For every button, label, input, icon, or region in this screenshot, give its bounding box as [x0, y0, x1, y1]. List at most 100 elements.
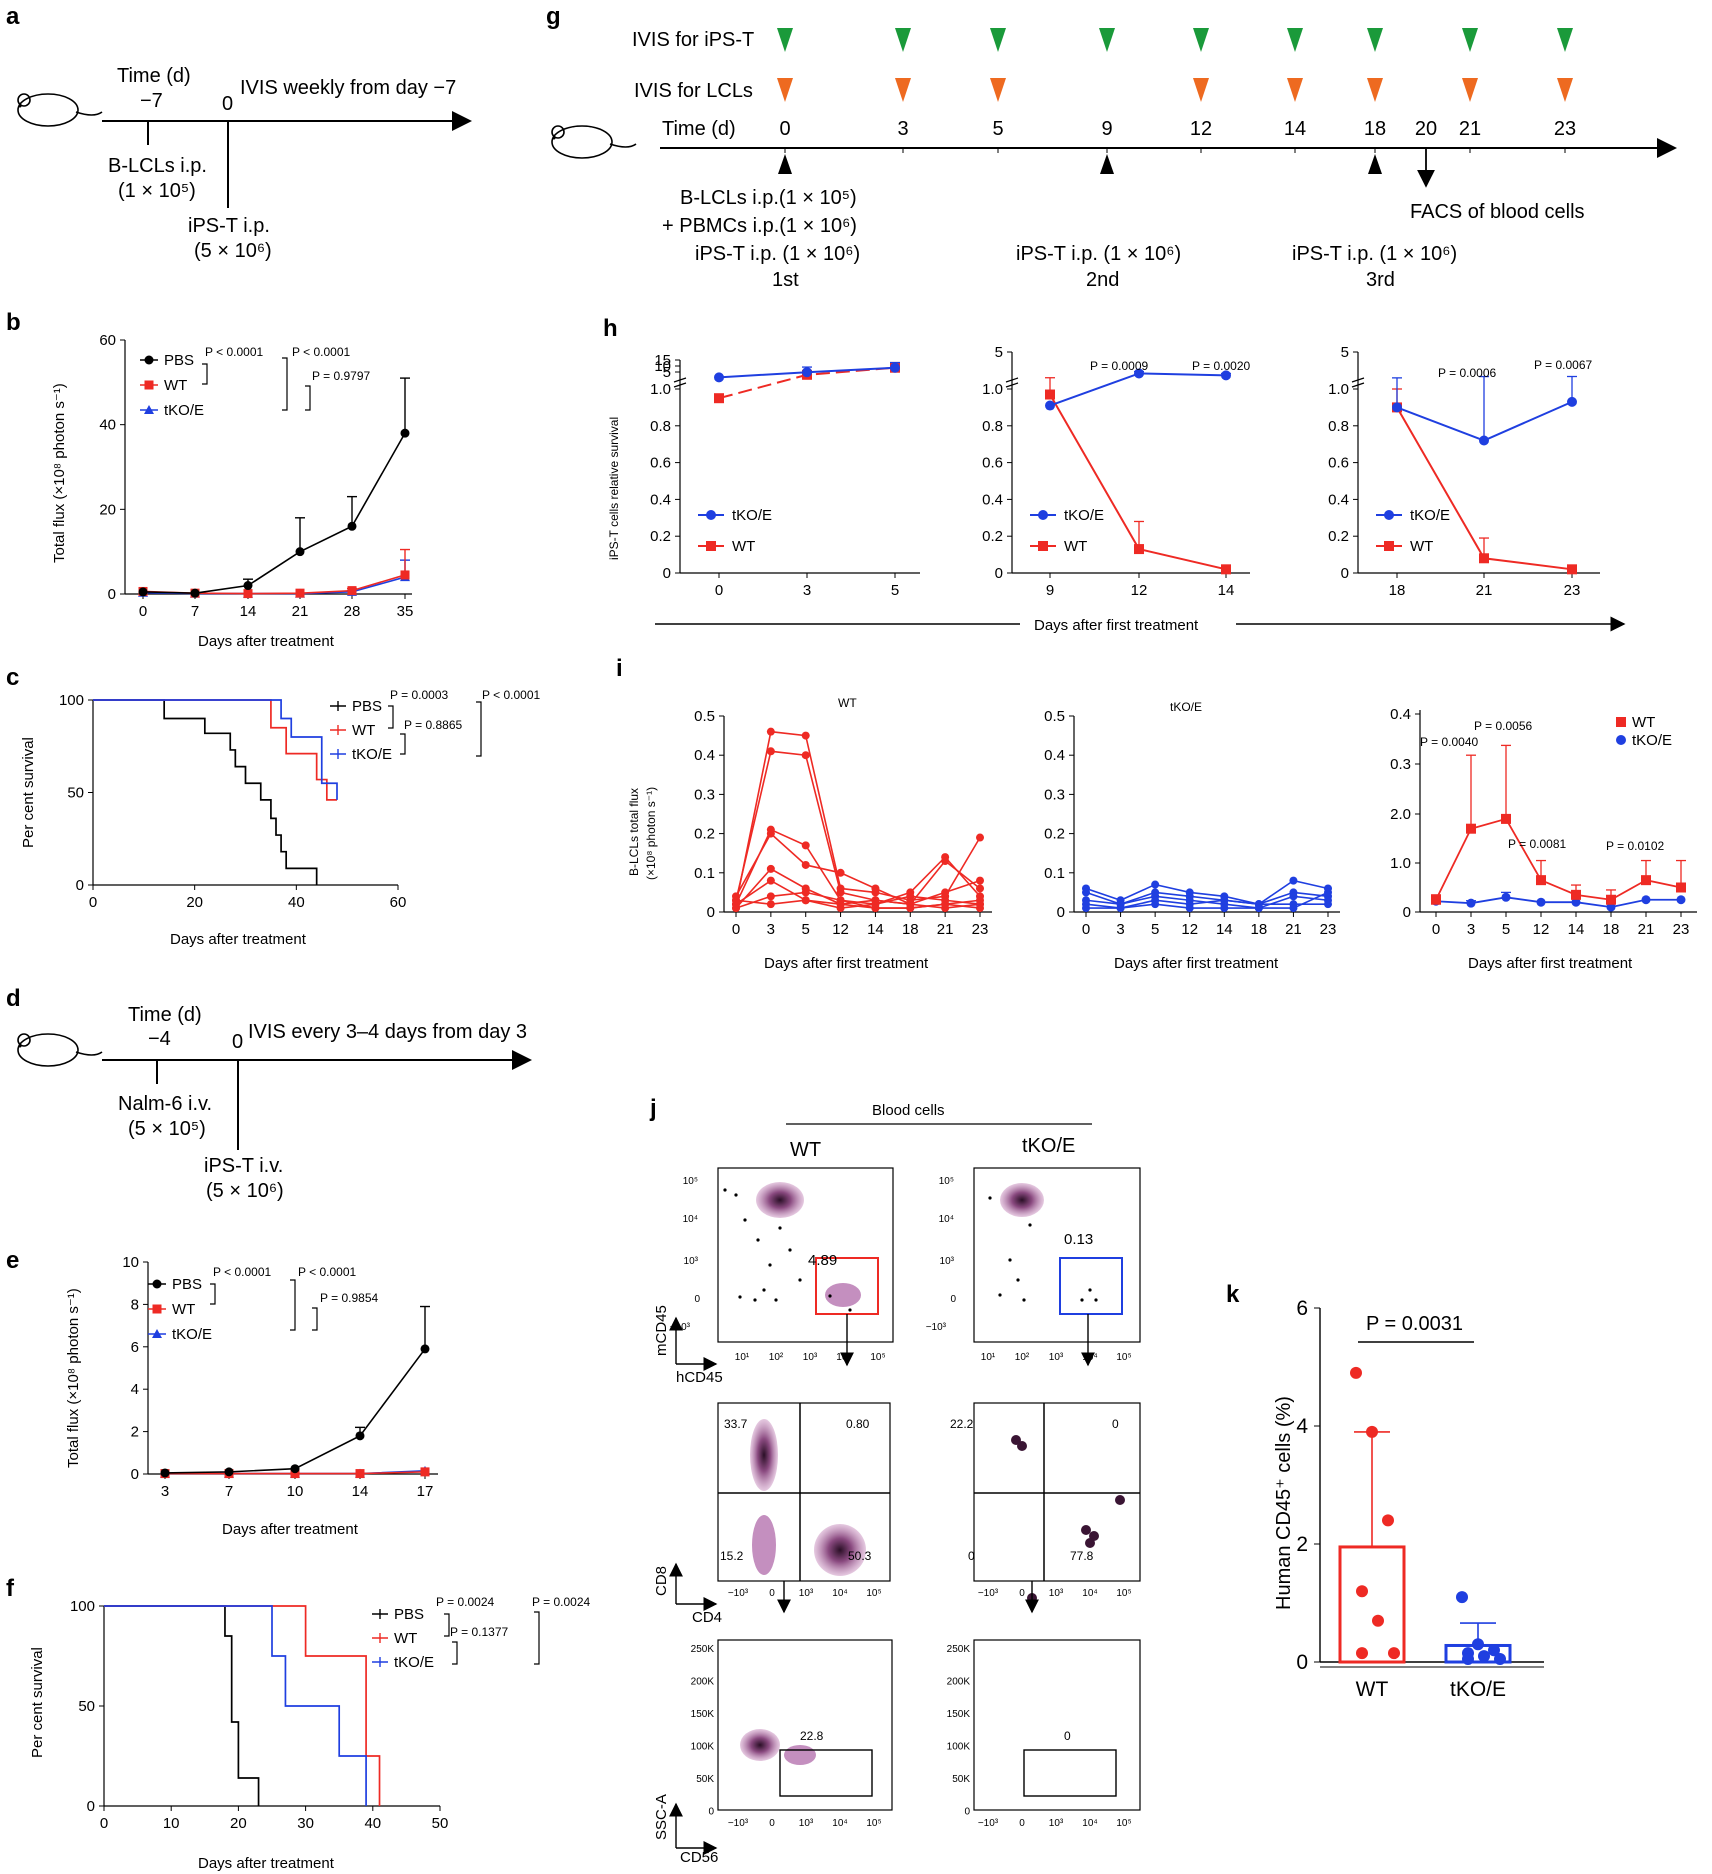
- b-xtick-label: 0: [139, 603, 147, 620]
- flow-ytick: 0: [964, 1807, 970, 1818]
- i3-marker: [1641, 875, 1651, 886]
- flow-event: [774, 1298, 778, 1302]
- i3-marker: [1676, 895, 1686, 905]
- chart-f: 0 10 20 30 40 50 0 50 100 PBS WT tKO/E: [70, 1598, 448, 1832]
- b-marker: [190, 588, 200, 598]
- b-xtick-label: 21: [292, 603, 309, 620]
- f-ytick-label: 100: [70, 1598, 95, 1615]
- e-legend-label: PBS: [172, 1276, 202, 1293]
- flow-ytick: −10³: [926, 1322, 947, 1333]
- flow-xtick: 0: [1019, 1588, 1025, 1599]
- k-bar: [1338, 1545, 1406, 1664]
- f-xlabel: Days after treatment: [198, 1855, 335, 1872]
- flow-wt-cd4cd8: [717, 1402, 891, 1582]
- ips-t-ivis-marker: [990, 28, 1006, 52]
- i2-ytick-label: 0.5: [1044, 708, 1065, 725]
- b-ytick-label: 60: [99, 332, 116, 349]
- i-ylabel-1: B-LCLs total flux: [627, 788, 641, 876]
- i1-xtick-label: 14: [867, 921, 884, 938]
- h-pval-2: P = 0.0020: [1192, 359, 1250, 373]
- flow-xtick: 10⁵: [866, 1818, 881, 1829]
- i2-point: [1289, 876, 1298, 885]
- i2-point: [1151, 880, 1160, 889]
- b-marker: [347, 521, 357, 531]
- b-legend-label: PBS: [164, 352, 194, 369]
- i1-point: [801, 841, 810, 850]
- panel-letter-a: a: [6, 3, 20, 30]
- k-point: [1382, 1514, 1394, 1527]
- f-survival-line: [104, 1605, 367, 1806]
- g-second-2: 2nd: [1086, 269, 1119, 291]
- i1-mouse-line: [735, 750, 981, 906]
- flow-event: [1028, 1223, 1032, 1227]
- k-point: [1350, 1366, 1362, 1379]
- panel-letter-k: k: [1226, 1281, 1240, 1308]
- c-legend-marker: [330, 725, 346, 735]
- h1-marker: [802, 367, 812, 378]
- f-ylabel: Per cent survival: [29, 1647, 46, 1758]
- h1-xtick-label: 5: [891, 582, 899, 599]
- d-nalm-2: (5 × 10⁵): [128, 1118, 206, 1140]
- h2-legend-label: WT: [1064, 538, 1087, 555]
- flow-event: [756, 1238, 760, 1242]
- i1-point: [766, 900, 775, 909]
- i2-point: [1082, 888, 1090, 897]
- i3-xtick-label: 3: [1467, 921, 1475, 938]
- e-pval-3: P = 0.9854: [320, 1291, 378, 1305]
- b-ytick-label: 20: [99, 501, 116, 518]
- flow-xtick: 10³: [799, 1588, 814, 1599]
- i1-mouse-line: [735, 899, 981, 909]
- i1-point: [871, 896, 880, 905]
- flow-event: [1085, 1538, 1095, 1548]
- i2-ytick-label: 0: [1057, 904, 1065, 921]
- i1-ytick-label: 0.3: [694, 786, 715, 803]
- flow-ytick: 10³: [684, 1256, 699, 1267]
- h2-ytick-label: 5: [995, 344, 1003, 361]
- b-pval-2: P < 0.0001: [292, 345, 350, 359]
- ips-t-ivis-marker: [895, 28, 911, 52]
- flow-event: [1017, 1441, 1027, 1451]
- c-legend-label: WT: [352, 722, 375, 739]
- k-category-label: WT: [1356, 1678, 1389, 1701]
- h3-ytick-label: 0: [1341, 565, 1349, 582]
- i-xlabel-3: Days after first treatment: [1468, 955, 1633, 972]
- chart-e: 3 7 10 14 17 0 2 4 6 8 10 PBS WT tKO/E: [122, 1254, 438, 1500]
- d-t-minus4: −4: [148, 1028, 171, 1050]
- i2-xtick-label: 12: [1181, 921, 1198, 938]
- c-ylabel: Per cent survival: [20, 737, 37, 848]
- i3-marker: [1676, 882, 1686, 893]
- flow-event: [1022, 1298, 1026, 1302]
- flow-wt-cd56: [717, 1639, 893, 1811]
- injection-marker: [1368, 154, 1382, 174]
- h1-marker: [890, 362, 900, 373]
- c-legend-label: PBS: [352, 698, 382, 715]
- flow-xtick: 10⁴: [836, 1352, 851, 1363]
- i2-point: [1289, 904, 1298, 913]
- chart-b: 0 7 14 21 28 35 0 20 40 60 PBS WT tKO/E: [99, 332, 413, 620]
- h2-xtick-label: 9: [1046, 582, 1054, 599]
- b-pval-3: P = 0.9797: [312, 369, 370, 383]
- h2-marker: [1221, 564, 1231, 575]
- ips-t-ivis-marker: [1287, 28, 1303, 52]
- i1-point: [766, 727, 775, 736]
- k-point: [1472, 1638, 1484, 1651]
- flow-xtick: 10⁵: [866, 1588, 881, 1599]
- h3-ytick-label: 0.4: [1328, 491, 1349, 508]
- h3-marker: [1479, 435, 1489, 446]
- b-ylabel: Total flux (×10⁸ photon s⁻¹): [51, 383, 68, 563]
- flow-xtick: 0: [769, 1588, 775, 1599]
- a-ipst-1: iPS-T i.p.: [188, 215, 270, 237]
- lcl-ivis-marker: [777, 78, 793, 102]
- b-xtick-label: 14: [240, 603, 257, 620]
- k-point: [1366, 1425, 1378, 1438]
- i3-ytick-label: 2.0: [1390, 806, 1411, 823]
- g-time-label: Time (d): [662, 118, 736, 140]
- i1-point: [732, 896, 740, 905]
- i3-ytick-label: 0.4: [1390, 706, 1411, 723]
- flow-xtick: 10²: [1015, 1352, 1030, 1363]
- e-pval-1: P < 0.0001: [213, 1265, 271, 1279]
- panel-letter-i: i: [616, 655, 623, 682]
- e-legend-label: WT: [172, 1301, 195, 1318]
- k-ytick-label: 4: [1296, 1415, 1308, 1438]
